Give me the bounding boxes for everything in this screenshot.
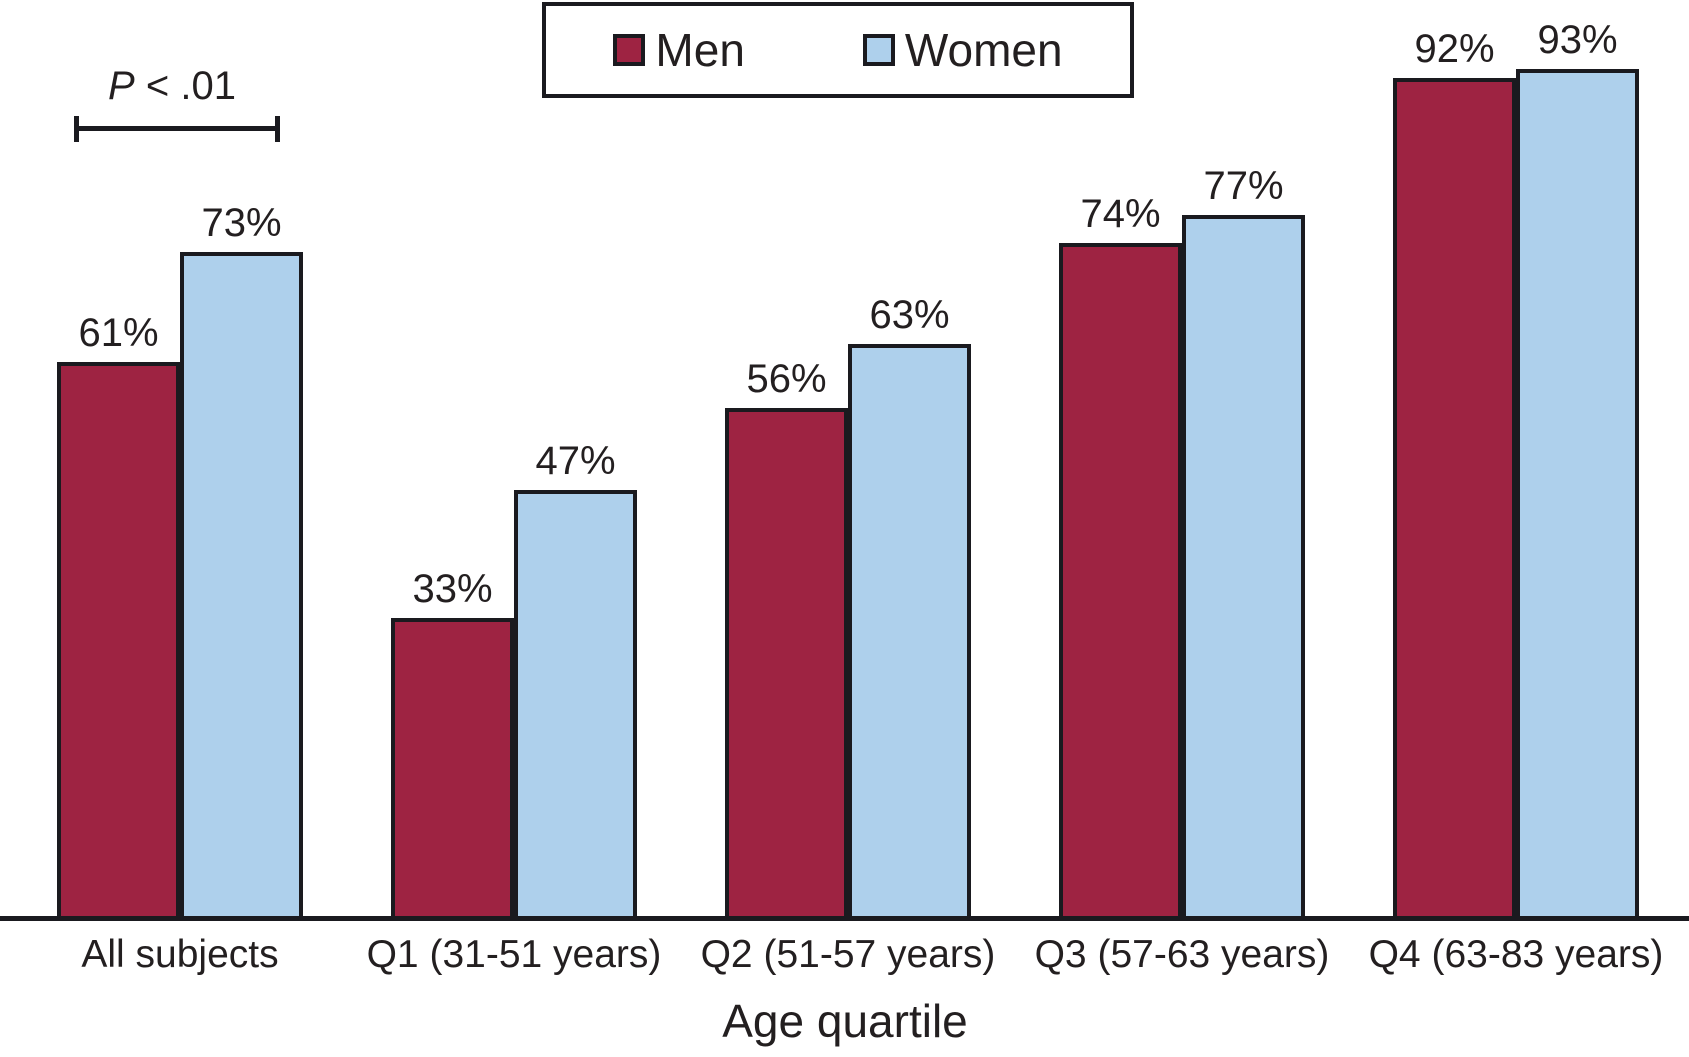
value-label-men-group5: 92%	[1414, 27, 1495, 71]
value-label-women-group2: 47%	[535, 439, 616, 483]
legend-swatch-women-icon	[862, 34, 895, 66]
value-label-men-group3: 56%	[746, 357, 827, 401]
category-label-group5: Q4 (63-83 years)	[1368, 933, 1664, 976]
legend-label-women: Women	[904, 24, 1063, 76]
bar-men-group1	[57, 362, 180, 920]
bracket-line	[74, 126, 280, 131]
x-axis-title: Age quartile	[722, 995, 968, 1047]
category-label-group2: Q1 (31-51 years)	[366, 933, 662, 976]
value-label-men-group4: 74%	[1080, 192, 1161, 236]
bar-men-group2	[391, 618, 514, 920]
value-label-women-group1: 73%	[201, 201, 282, 245]
p-value-symbol: P	[108, 64, 135, 108]
bar-women-group4	[1182, 215, 1305, 920]
legend-swatch-men-icon	[613, 34, 646, 66]
bar-men-group4	[1059, 243, 1182, 920]
category-label-group4: Q3 (57-63 years)	[1034, 933, 1330, 976]
bar-women-group2	[514, 490, 637, 920]
bracket-right-cap	[275, 116, 280, 142]
bar-men-group3	[725, 408, 848, 920]
bar-men-group5	[1393, 78, 1516, 920]
category-label-group3: Q2 (51-57 years)	[700, 933, 996, 976]
legend-item-men: Men	[613, 24, 745, 76]
value-label-men-group2: 33%	[412, 567, 493, 611]
legend-item-women: Women	[862, 24, 1063, 76]
x-axis-line	[0, 916, 1689, 921]
legend: Men Women	[542, 2, 1134, 98]
value-label-women-group3: 63%	[869, 293, 950, 337]
value-label-women-group4: 77%	[1203, 164, 1284, 208]
significance-bracket	[74, 116, 280, 142]
significance-annotation: P < .01	[108, 66, 236, 106]
value-label-men-group1: 61%	[78, 311, 159, 355]
legend-label-men: Men	[655, 24, 745, 76]
category-label-group1: All subjects	[81, 933, 279, 976]
bar-women-group5	[1516, 69, 1639, 920]
p-value-text: < .01	[134, 64, 236, 108]
value-label-women-group5: 93%	[1537, 18, 1618, 62]
